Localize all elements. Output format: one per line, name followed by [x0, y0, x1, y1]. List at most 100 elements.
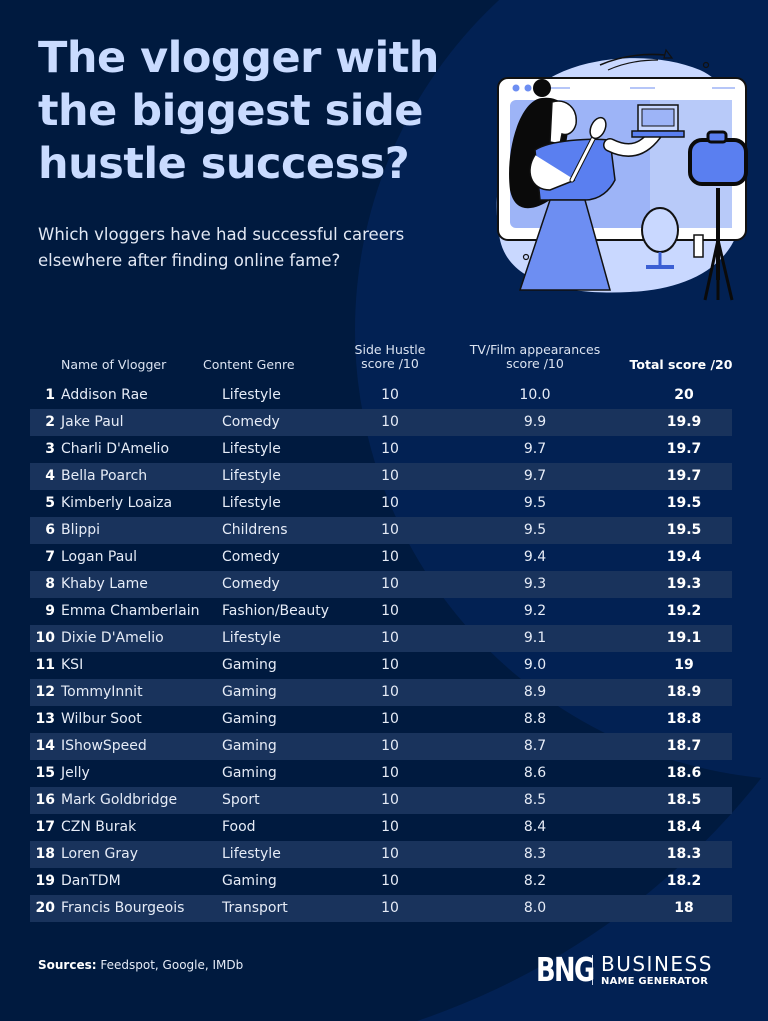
table-row: 4 Bella Poarch Lifestyle 10 9.7 19.7: [30, 463, 732, 490]
table-row: 6 Blippi Childrens 10 9.5 19.5: [30, 517, 732, 544]
side-hustle-cell: 10: [381, 711, 399, 727]
table-row: 13 Wilbur Soot Gaming 10 8.8 18.8: [30, 706, 732, 733]
name-cell: Emma Chamberlain: [61, 603, 200, 619]
rank-cell: 13: [35, 711, 55, 727]
table-row: 12 TommyInnit Gaming 10 8.9 18.9: [30, 679, 732, 706]
table-row: 8 Khaby Lame Comedy 10 9.3 19.3: [30, 571, 732, 598]
side-hustle-cell: 10: [381, 576, 399, 592]
name-cell: TommyInnit: [61, 684, 143, 700]
side-hustle-cell: 10: [381, 846, 399, 862]
genre-cell: Gaming: [222, 873, 277, 889]
name-cell: Jake Paul: [61, 414, 124, 430]
table-row: 11 KSI Gaming 10 9.0 19: [30, 652, 732, 679]
rank-cell: 18: [35, 846, 55, 862]
rank-cell: 20: [35, 900, 55, 916]
sources-label: Sources:: [38, 958, 97, 972]
rank-cell: 5: [45, 495, 55, 511]
rank-cell: 4: [45, 468, 55, 484]
total-cell: 19.2: [666, 603, 702, 619]
side-hustle-cell: 10: [381, 549, 399, 565]
name-cell: KSI: [61, 657, 84, 673]
rank-cell: 15: [35, 765, 55, 781]
name-cell: Dixie D'Amelio: [61, 630, 164, 646]
genre-cell: Comedy: [222, 576, 280, 592]
tv-film-cell: 10.0: [519, 387, 551, 403]
total-cell: 19.5: [666, 495, 702, 511]
column-header-side-hustle-line1: Side Hustle: [354, 342, 426, 357]
tv-film-cell: 9.7: [523, 441, 547, 457]
total-cell: 19.3: [666, 576, 702, 592]
total-cell: 18.8: [666, 711, 702, 727]
genre-cell: Lifestyle: [222, 468, 281, 484]
rank-cell: 14: [35, 738, 55, 754]
table-row: 1 Addison Rae Lifestyle 10 10.0 20: [30, 382, 732, 409]
name-cell: Khaby Lame: [61, 576, 148, 592]
table-row: 9 Emma Chamberlain Fashion/Beauty 10 9.2…: [30, 598, 732, 625]
rank-cell: 17: [35, 819, 55, 835]
genre-cell: Fashion/Beauty: [222, 603, 330, 619]
name-cell: Francis Bourgeois: [61, 900, 185, 916]
table-row: 5 Kimberly Loaiza Lifestyle 10 9.5 19.5: [30, 490, 732, 517]
side-hustle-cell: 10: [381, 900, 399, 916]
column-header-tv-film-line1: TV/Film appearances: [469, 342, 601, 357]
total-cell: 18.9: [666, 684, 702, 700]
genre-cell: Lifestyle: [222, 387, 281, 403]
total-cell: 18.5: [666, 792, 702, 808]
tv-film-cell: 9.4: [523, 549, 547, 565]
total-cell: 19.7: [666, 468, 702, 484]
name-cell: IShowSpeed: [61, 738, 147, 754]
total-cell: 18.4: [666, 819, 702, 835]
name-cell: Addison Rae: [61, 387, 148, 403]
table-row: 14 IShowSpeed Gaming 10 8.7 18.7: [30, 733, 732, 760]
total-cell: 19.7: [666, 441, 702, 457]
rank-cell: 11: [35, 657, 55, 673]
name-cell: Logan Paul: [61, 549, 138, 565]
side-hustle-cell: 10: [381, 873, 399, 889]
side-hustle-cell: 10: [381, 495, 399, 511]
total-cell: 20: [674, 387, 694, 403]
logo-wordmark: BUSINESS NAME GENERATOR: [601, 954, 713, 987]
table-row: 18 Loren Gray Lifestyle 10 8.3 18.3: [30, 841, 732, 868]
table-row: 20 Francis Bourgeois Transport 10 8.0 18: [30, 895, 732, 922]
tv-film-cell: 8.5: [523, 792, 547, 808]
tv-film-cell: 8.7: [523, 738, 547, 754]
tv-film-cell: 8.2: [523, 873, 547, 889]
name-cell: CZN Burak: [61, 819, 137, 835]
total-cell: 18: [674, 900, 694, 916]
genre-cell: Gaming: [222, 684, 277, 700]
tv-film-cell: 9.1: [523, 630, 547, 646]
table-row: 2 Jake Paul Comedy 10 9.9 19.9: [30, 409, 732, 436]
tv-film-cell: 8.3: [523, 846, 547, 862]
total-cell: 18.3: [666, 846, 702, 862]
genre-cell: Gaming: [222, 657, 277, 673]
name-cell: Loren Gray: [61, 846, 138, 862]
side-hustle-cell: 10: [381, 792, 399, 808]
tv-film-cell: 9.2: [523, 603, 547, 619]
genre-cell: Childrens: [222, 522, 288, 538]
table-row: 15 Jelly Gaming 10 8.6 18.6: [30, 760, 732, 787]
genre-cell: Gaming: [222, 738, 277, 754]
total-cell: 19.5: [666, 522, 702, 538]
side-hustle-cell: 10: [381, 630, 399, 646]
rank-cell: 3: [45, 441, 55, 457]
column-header-total: Total score /20: [629, 357, 733, 372]
rank-cell: 9: [45, 603, 55, 619]
vlogger-illustration: [480, 40, 750, 310]
table-row: 10 Dixie D'Amelio Lifestyle 10 9.1 19.1: [30, 625, 732, 652]
tv-film-cell: 9.9: [523, 414, 547, 430]
total-cell: 18.7: [666, 738, 702, 754]
tv-film-cell: 9.7: [523, 468, 547, 484]
rank-cell: 2: [45, 414, 55, 430]
logo-line-business: BUSINESS: [601, 951, 713, 976]
tv-film-cell: 8.8: [523, 711, 547, 727]
bng-logo-mark: BNG: [536, 950, 595, 989]
rank-cell: 7: [45, 549, 55, 565]
rank-cell: 6: [45, 522, 55, 538]
name-cell: Kimberly Loaiza: [61, 495, 173, 511]
genre-cell: Lifestyle: [222, 441, 281, 457]
side-hustle-cell: 10: [381, 738, 399, 754]
rank-cell: 12: [35, 684, 55, 700]
logo-divider: [592, 955, 593, 985]
column-header-tv-film: TV/Film appearances score /10: [450, 343, 620, 371]
tv-film-cell: 8.6: [523, 765, 547, 781]
